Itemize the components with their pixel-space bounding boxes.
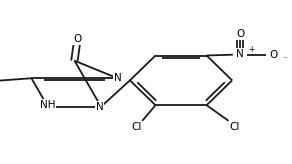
Text: Cl: Cl [229,122,239,132]
Text: Cl: Cl [131,122,142,132]
Text: N: N [236,49,244,59]
Text: ⁻: ⁻ [283,54,287,63]
Text: N: N [96,102,103,112]
Text: +: + [248,45,254,54]
Text: O: O [270,50,278,60]
Text: O: O [73,34,81,44]
Text: N: N [114,73,121,83]
Text: O: O [236,29,244,39]
Text: NH: NH [40,100,55,110]
